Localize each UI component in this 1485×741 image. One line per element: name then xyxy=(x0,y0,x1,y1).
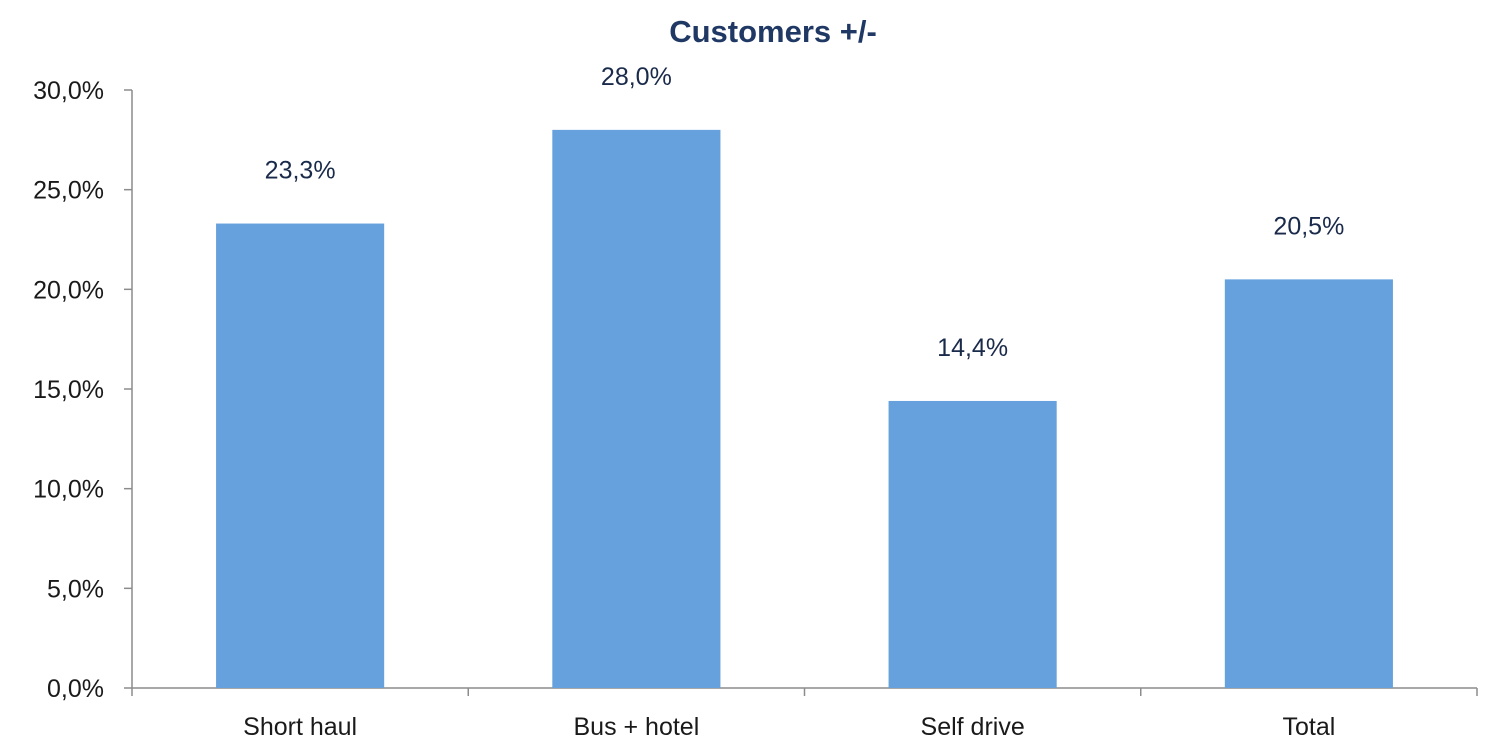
data-label: 28,0% xyxy=(601,63,672,91)
bars xyxy=(216,129,1393,688)
y-tick-label: 20,0% xyxy=(33,276,104,304)
data-labels: 23,3% 28,0% 14,4% 20,5% xyxy=(265,63,1345,362)
x-category-label: Short haul xyxy=(243,713,357,741)
y-tick-label: 10,0% xyxy=(33,476,104,504)
data-label: 14,4% xyxy=(937,334,1008,362)
x-category-label: Self drive xyxy=(921,713,1025,741)
bar xyxy=(888,400,1057,688)
chart-title: Customers +/- xyxy=(669,14,877,49)
x-category-label: Bus + hotel xyxy=(573,713,699,741)
y-tick-label: 15,0% xyxy=(33,376,104,404)
y-tick-label: 0,0% xyxy=(47,675,104,703)
y-tick-label: 30,0% xyxy=(33,77,104,105)
y-axis: 0,0% 5,0% 10,0% 15,0% 20,0% 25,0% 30,0% xyxy=(33,77,133,703)
data-label: 20,5% xyxy=(1273,212,1344,240)
bar xyxy=(1224,279,1393,688)
bar xyxy=(216,223,385,688)
y-tick-label: 5,0% xyxy=(47,575,104,603)
bar xyxy=(552,129,721,688)
x-category-label: Total xyxy=(1282,713,1335,741)
x-axis: Short haul Bus + hotel Self drive Total xyxy=(131,687,1478,741)
data-label: 23,3% xyxy=(265,157,336,185)
y-tick-label: 25,0% xyxy=(33,177,104,205)
